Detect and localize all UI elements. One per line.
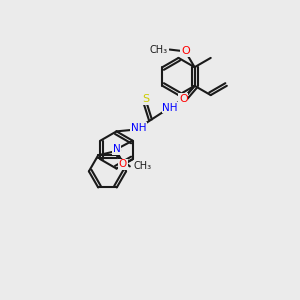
Text: NH: NH bbox=[131, 123, 146, 133]
Text: N: N bbox=[113, 144, 121, 154]
Text: S: S bbox=[143, 94, 150, 104]
Text: O: O bbox=[179, 94, 188, 104]
Text: NH: NH bbox=[162, 103, 178, 112]
Text: CH₃: CH₃ bbox=[134, 161, 152, 171]
Text: O: O bbox=[181, 46, 190, 56]
Text: CH₃: CH₃ bbox=[150, 44, 168, 55]
Text: O: O bbox=[119, 159, 127, 170]
